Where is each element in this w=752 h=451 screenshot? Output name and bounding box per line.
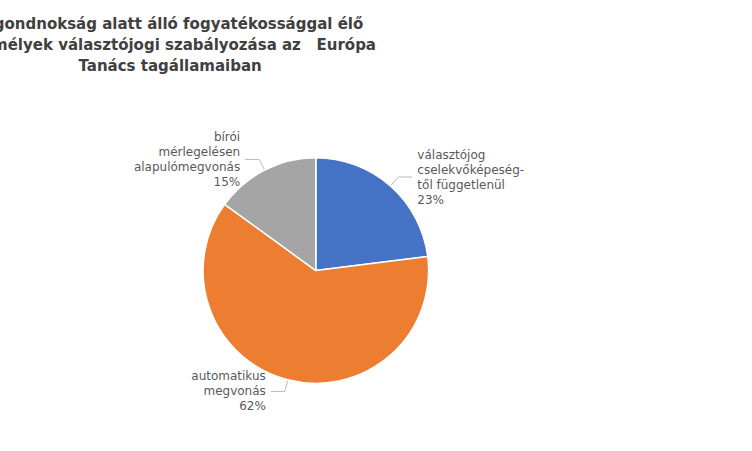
svg-text:megvonás: megvonás <box>203 384 265 398</box>
svg-text:személyek választójogi szabály: személyek választójogi szabályozása az E… <box>0 36 376 54</box>
svg-text:től függetlenül: től függetlenül <box>417 178 505 192</box>
svg-text:A gondnokság alatt álló fogyat: A gondnokság alatt álló fogyatékossággal… <box>0 15 363 33</box>
svg-text:mérlegelésen: mérlegelésen <box>159 145 241 159</box>
svg-text:alapulómegvonás: alapulómegvonás <box>134 160 240 174</box>
svg-text:bírói: bírói <box>214 130 240 144</box>
svg-text:Tanács tagállamaiban: Tanács tagállamaiban <box>78 57 261 75</box>
svg-text:választójog: választójog <box>417 148 485 162</box>
svg-text:62%: 62% <box>239 399 266 413</box>
svg-text:23%: 23% <box>417 193 444 207</box>
svg-text:automatikus: automatikus <box>191 369 266 383</box>
svg-text:15%: 15% <box>214 175 241 189</box>
svg-text:cselekvőképeség-: cselekvőképeség- <box>417 163 524 177</box>
